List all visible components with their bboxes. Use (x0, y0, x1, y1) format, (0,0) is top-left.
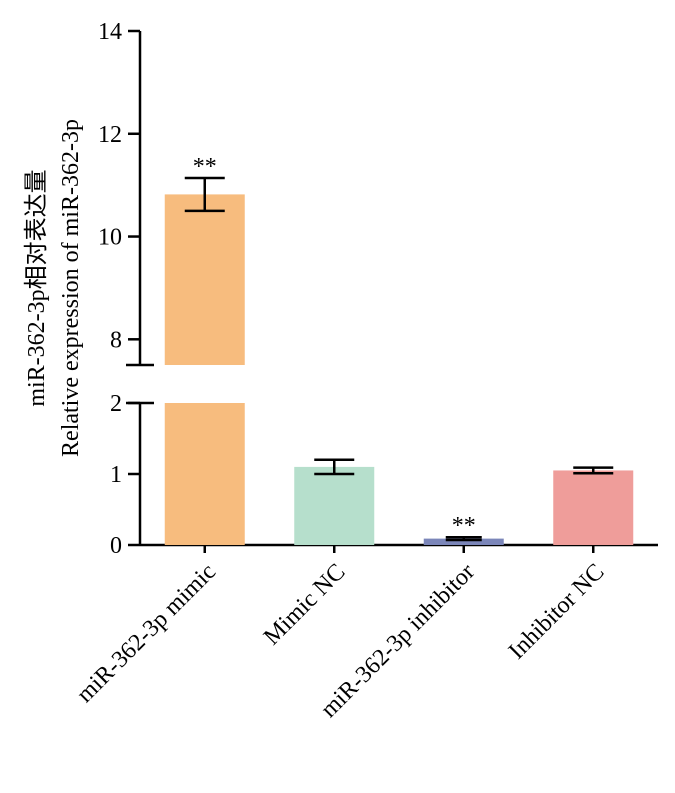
bar-lower-segment (164, 403, 245, 545)
y-tick-label: 14 (98, 19, 122, 45)
y-tick-label: 2 (110, 391, 122, 417)
y-tick-label: 8 (110, 327, 122, 353)
bars (164, 194, 634, 545)
bar (423, 538, 504, 545)
y-tick-label: 1 (110, 462, 122, 488)
significance-marks: ** ** (193, 154, 476, 539)
x-tick-label: Inhibitor NC (504, 559, 610, 665)
y-tick-label: 0 (110, 533, 122, 559)
x-tick-label: Mimic NC (259, 559, 350, 650)
y-axis-title: miR-362-3p相对表达量 Relative expression of m… (23, 119, 84, 457)
bar (164, 194, 245, 365)
x-tick-label: miR-362-3p mimic (72, 559, 221, 708)
bar (294, 466, 375, 545)
y-axis-title-line-1: miR-362-3p相对表达量 (23, 169, 50, 406)
error-bars (184, 176, 614, 542)
y-axis-title-line-2: Relative expression of miR-362-3p (58, 119, 84, 457)
significance-label: ** (452, 513, 476, 539)
y-tick-label: 10 (98, 225, 122, 251)
bar (553, 470, 634, 545)
significance-label: ** (193, 154, 217, 180)
y-tick-label: 12 (98, 122, 122, 148)
